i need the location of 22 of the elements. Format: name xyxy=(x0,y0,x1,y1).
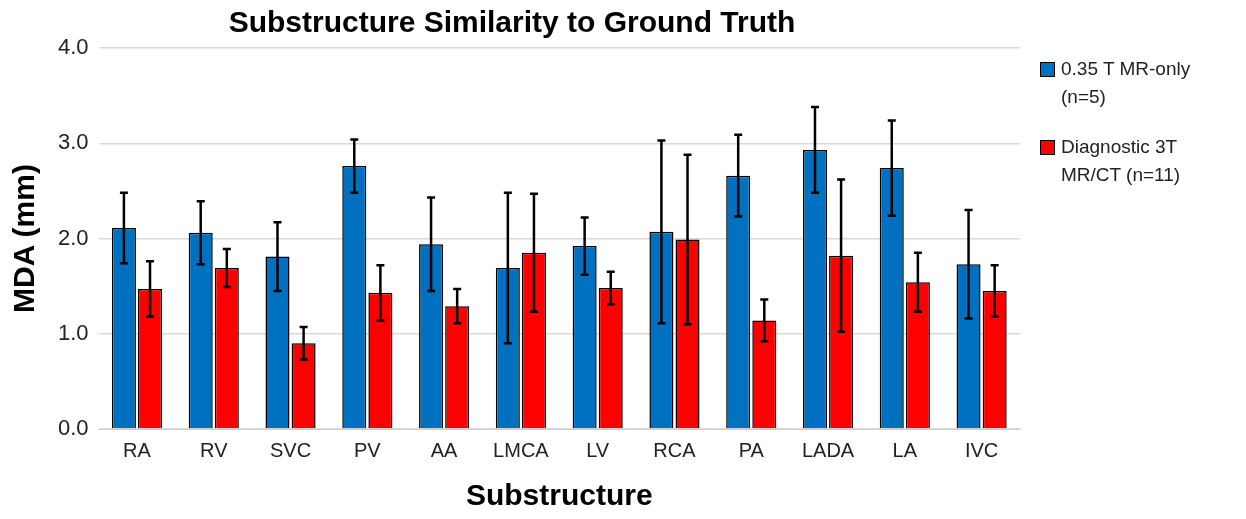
x-tick-label: AA xyxy=(430,438,459,461)
legend-label: 0.35 T MR-only (n=5) xyxy=(1061,57,1192,109)
x-tick-label: RA xyxy=(123,438,152,461)
y-tick-label: 4.0 xyxy=(57,34,89,60)
chart-title: Substructure Similarity to Ground Truth xyxy=(228,5,796,39)
y-tick-label: 0.0 xyxy=(57,415,89,441)
x-tick-label: LADA xyxy=(801,438,855,461)
y-tick-label: 3.0 xyxy=(57,129,89,155)
x-tick-label: SVC xyxy=(269,438,312,461)
x-tick-label: IVC xyxy=(964,438,999,461)
x-tick-label: LA xyxy=(892,438,918,461)
x-tick-label: RV xyxy=(200,438,229,461)
x-tick-label: LMCA xyxy=(493,438,550,461)
x-tick-label: LV xyxy=(586,438,610,461)
legend-label: Diagnostic 3T MR/CT (n=11) xyxy=(1061,135,1182,187)
x-tick-label: PA xyxy=(738,438,765,461)
y-axis-title: MDA (mm) xyxy=(7,164,41,313)
y-tick-label: 2.0 xyxy=(57,224,89,250)
x-axis-title: Substructure xyxy=(465,478,653,512)
y-tick-label: 1.0 xyxy=(57,319,89,345)
x-tick-label: PV xyxy=(353,438,382,461)
x-tick-label: RCA xyxy=(653,438,697,461)
